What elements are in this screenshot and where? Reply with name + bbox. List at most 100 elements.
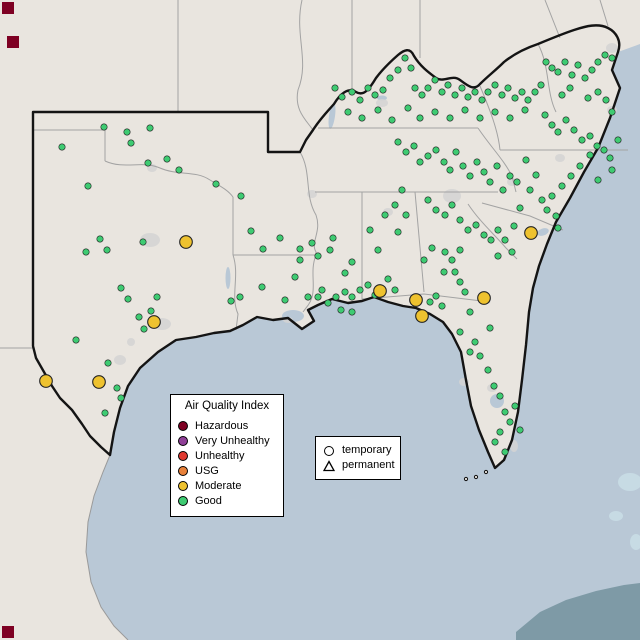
station-good [456,278,464,286]
frame-marker [2,2,14,14]
station-good [516,204,524,212]
station-good [410,142,418,150]
station-good [127,139,135,147]
station-moderate [373,284,387,298]
station-good [431,76,439,84]
station-good [296,245,304,253]
station-good [438,302,446,310]
station-good [402,148,410,156]
station-good [371,91,379,99]
station-good [418,91,426,99]
station-good [456,216,464,224]
aqi-legend-label: Very Unhealthy [195,434,270,447]
station-moderate [477,291,491,305]
station-good [496,428,504,436]
state-borders [0,0,628,349]
station-good [562,116,570,124]
aqi-color-swatch [178,421,188,431]
station-good [103,246,111,254]
station-good [608,166,616,174]
station-good [526,186,534,194]
station-good [606,154,614,162]
florida-keys [463,469,489,482]
station-good [441,211,449,219]
station-good [608,108,616,116]
station-good [135,313,143,321]
station-good [386,74,394,82]
station-moderate [39,374,53,388]
station-good [247,227,255,235]
station-good [384,275,392,283]
station-good [402,211,410,219]
station-good [566,84,574,92]
station-good [398,186,406,194]
aqi-color-swatch [178,436,188,446]
station-good [304,293,312,301]
station-good [487,236,495,244]
aqi-legend-item: USG [178,464,276,479]
station-good [326,246,334,254]
station-good [511,402,519,410]
station-good [124,295,132,303]
station-good [458,84,466,92]
station-good [548,64,556,72]
station-good [440,158,448,166]
station-good [480,231,488,239]
station-good [473,158,481,166]
station-good [227,297,235,305]
station-good [521,106,529,114]
type-legend-items: temporary permanent [323,443,395,473]
station-good [567,172,575,180]
station-good [394,138,402,146]
station-good [516,426,524,434]
station-good [356,96,364,104]
station-good [524,96,532,104]
station-good [432,146,440,154]
type-legend-label: permanent [342,459,395,471]
station-good [337,306,345,314]
station-good [537,81,545,89]
station-good [594,58,602,66]
station-good [329,234,337,242]
station-good [391,201,399,209]
station-good [420,256,428,264]
station-good [506,114,514,122]
station-good [424,196,432,204]
station-good [281,296,289,304]
station-good [428,244,436,252]
station-good [602,96,610,104]
station-good [510,222,518,230]
aqi-legend-item: Good [178,494,276,509]
station-good [451,91,459,99]
station-good [374,106,382,114]
aqi-legend-label: Unhealthy [195,449,245,462]
station-good [237,192,245,200]
station-good [308,239,316,247]
corner-markers [2,2,19,638]
station-good [123,128,131,136]
station-good [561,58,569,66]
station-good [100,123,108,131]
cuba-landmass [516,583,640,640]
station-good [364,281,372,289]
station-good [291,273,299,281]
station-good [574,61,582,69]
station-good [499,186,507,194]
aqi-legend-item: Moderate [178,479,276,494]
station-good [72,336,80,344]
station-moderate [409,293,423,307]
station-good [332,293,340,301]
aqi-legend-label: Hazardous [195,419,249,432]
station-good [496,392,504,400]
station-good [444,81,452,89]
station-good [480,168,488,176]
station-good [461,288,469,296]
aqi-legend: Air Quality Index Hazardous Very Unhealth… [170,394,284,517]
station-good [600,146,608,154]
station-good [438,88,446,96]
station-good [348,258,356,266]
station-moderate [92,375,106,389]
station-good [576,162,584,170]
station-good [104,359,112,367]
station-moderate [147,315,161,329]
